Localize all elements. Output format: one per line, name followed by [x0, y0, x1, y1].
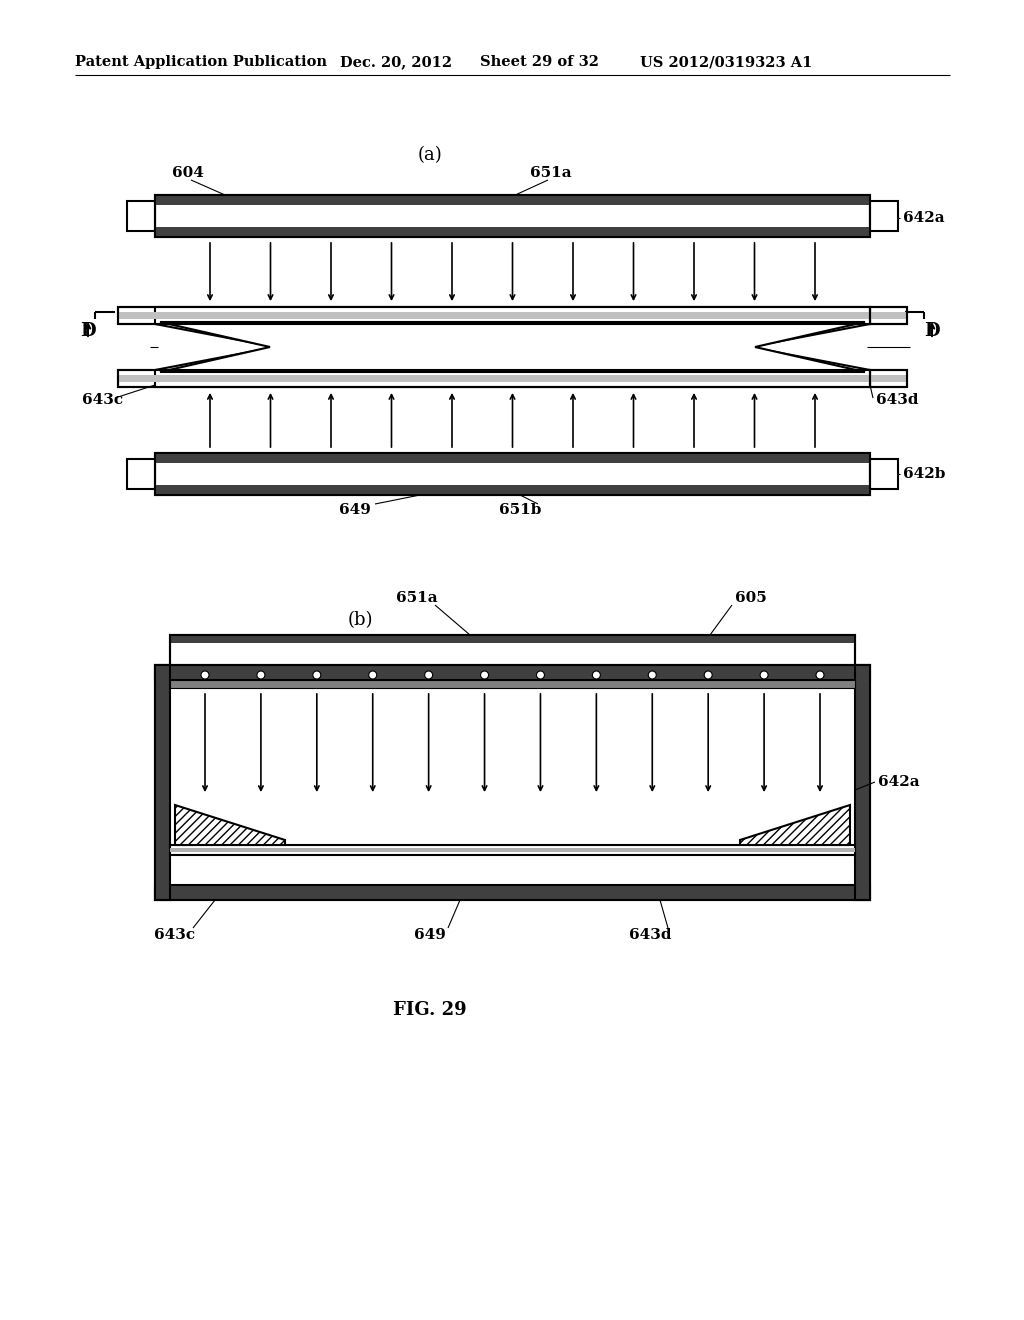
Text: 649: 649: [339, 503, 371, 517]
Text: 651a: 651a: [530, 166, 571, 180]
Bar: [155, 453, 870, 495]
Bar: [127, 459, 155, 488]
Text: 642b: 642b: [903, 467, 945, 480]
Text: 643d: 643d: [876, 393, 919, 407]
Bar: [118, 308, 870, 323]
Bar: [155, 484, 870, 495]
Bar: [870, 308, 907, 323]
Text: D: D: [925, 322, 940, 341]
Text: Sheet 29 of 32: Sheet 29 of 32: [480, 55, 599, 69]
Bar: [870, 459, 898, 488]
Circle shape: [257, 671, 265, 678]
Text: (a): (a): [418, 147, 442, 164]
Bar: [870, 308, 907, 323]
Text: D: D: [80, 322, 96, 341]
Bar: [170, 635, 855, 643]
Bar: [155, 665, 870, 680]
Bar: [155, 227, 870, 238]
Bar: [118, 370, 870, 387]
Bar: [155, 453, 870, 463]
Bar: [155, 195, 870, 205]
Text: 643d: 643d: [629, 928, 672, 942]
Bar: [155, 665, 870, 900]
Bar: [118, 312, 870, 319]
Bar: [170, 847, 855, 851]
Text: (b): (b): [347, 611, 373, 630]
Circle shape: [312, 671, 321, 678]
Polygon shape: [740, 805, 850, 845]
Bar: [870, 312, 907, 319]
Text: 651b: 651b: [499, 503, 542, 517]
Circle shape: [369, 671, 377, 678]
Polygon shape: [175, 805, 285, 845]
Bar: [155, 453, 870, 495]
Bar: [870, 201, 898, 231]
Circle shape: [425, 671, 432, 678]
Bar: [870, 370, 907, 387]
Text: 604: 604: [172, 166, 204, 180]
Circle shape: [760, 671, 768, 678]
Circle shape: [648, 671, 656, 678]
Bar: [155, 195, 870, 238]
Bar: [155, 884, 870, 900]
Text: 649: 649: [414, 928, 445, 942]
Bar: [170, 845, 855, 855]
Text: 643c: 643c: [155, 928, 196, 942]
Circle shape: [480, 671, 488, 678]
Bar: [127, 201, 155, 231]
Bar: [870, 375, 907, 381]
Bar: [155, 665, 170, 900]
Text: 642a: 642a: [878, 775, 920, 789]
Circle shape: [592, 671, 600, 678]
Circle shape: [537, 671, 545, 678]
Text: 605: 605: [735, 591, 767, 605]
Text: Patent Application Publication: Patent Application Publication: [75, 55, 327, 69]
Circle shape: [705, 671, 712, 678]
Circle shape: [201, 671, 209, 678]
Bar: [118, 370, 870, 387]
Text: FIG. 29: FIG. 29: [393, 1001, 467, 1019]
Bar: [170, 635, 855, 665]
Polygon shape: [160, 322, 865, 372]
Bar: [170, 635, 855, 665]
Bar: [155, 195, 870, 238]
Bar: [118, 375, 870, 381]
Text: Dec. 20, 2012: Dec. 20, 2012: [340, 55, 453, 69]
Bar: [870, 370, 907, 387]
Text: US 2012/0319323 A1: US 2012/0319323 A1: [640, 55, 812, 69]
Polygon shape: [155, 308, 870, 387]
Bar: [118, 308, 870, 323]
Bar: [170, 680, 855, 688]
Bar: [855, 665, 870, 900]
Text: 642a: 642a: [903, 211, 944, 224]
Circle shape: [816, 671, 824, 678]
Text: 651a: 651a: [396, 591, 438, 605]
Text: 643c: 643c: [82, 393, 123, 407]
